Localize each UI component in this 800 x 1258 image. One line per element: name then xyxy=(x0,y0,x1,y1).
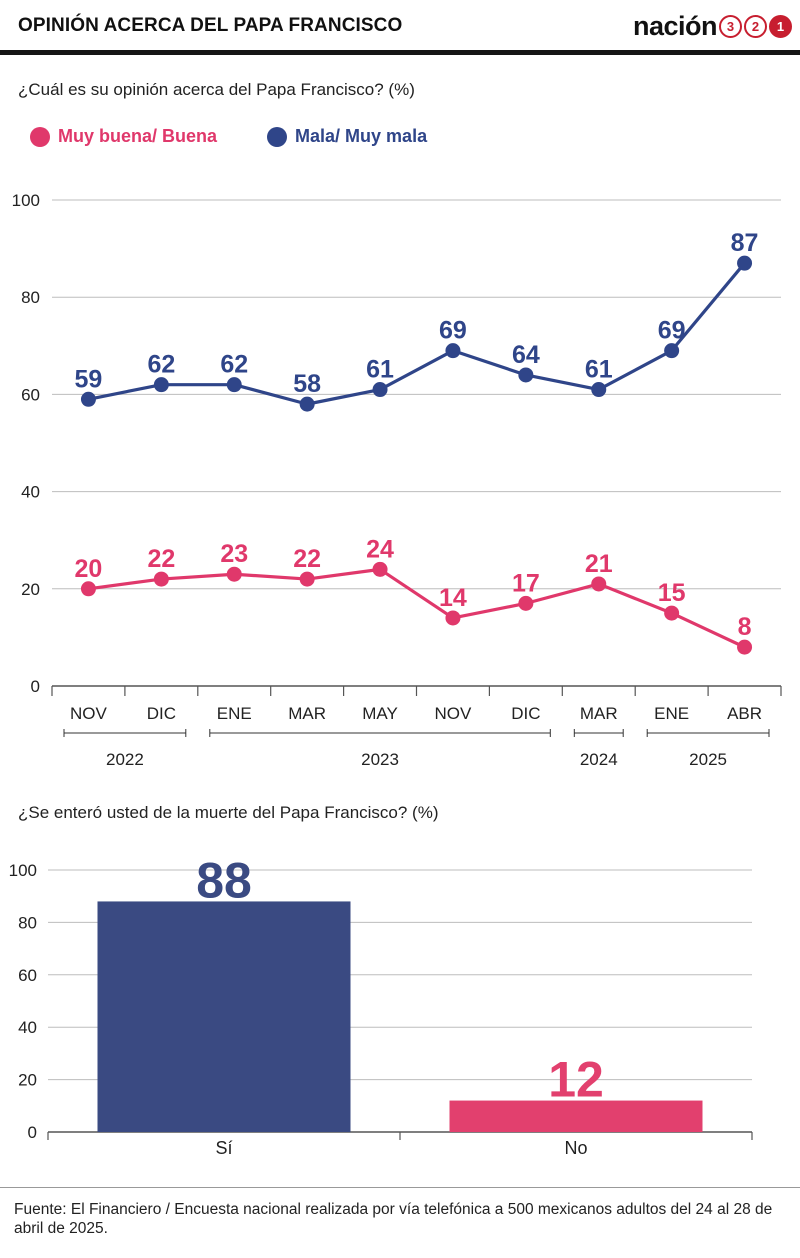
data-point xyxy=(226,377,242,393)
logo-digit-3: 3 xyxy=(719,14,742,38)
legend-label-positive: Muy buena/ Buena xyxy=(58,126,218,146)
data-point xyxy=(299,571,315,587)
legend-item-positive: Muy buena/ Buena xyxy=(30,126,217,147)
data-point xyxy=(226,566,242,582)
line-chart-question: ¿Cuál es su opinión acerca del Papa Fran… xyxy=(18,80,415,99)
data-point xyxy=(80,391,96,407)
y-tick-label: 20 xyxy=(18,1071,37,1090)
y-tick-label: 0 xyxy=(31,677,40,696)
bar-chart: 0 20 40 60 80 100 88 Sí 12 No xyxy=(9,852,753,1158)
data-label: 62 xyxy=(220,351,248,379)
x-tick-label: MAR xyxy=(580,704,618,723)
x-tick-label: DIC xyxy=(511,704,540,723)
data-point xyxy=(664,605,680,621)
data-point xyxy=(372,382,388,398)
year-label: 2024 xyxy=(580,750,618,769)
x-tick-label: ABR xyxy=(727,704,762,723)
series-line-positive xyxy=(88,567,746,649)
header-divider xyxy=(0,50,800,55)
line-chart: 0 20 40 60 80 100 NOV DIC ENE MAR MAY NOV DIC MAR ENE A… xyxy=(12,191,782,769)
x-tick-label: DIC xyxy=(147,704,176,723)
data-label: 14 xyxy=(439,584,467,612)
data-point xyxy=(737,639,753,655)
data-label: 59 xyxy=(75,365,103,393)
data-point xyxy=(372,561,388,577)
x-tick-label: MAR xyxy=(288,704,326,723)
data-label: 62 xyxy=(147,351,175,379)
legend-label-negative: Mala/ Muy mala xyxy=(295,126,428,146)
y-tick-label: 100 xyxy=(12,191,40,210)
y-tick-label: 60 xyxy=(21,385,40,404)
data-label: 64 xyxy=(512,341,540,369)
y-tick-label: 0 xyxy=(28,1123,37,1142)
data-point xyxy=(737,255,753,271)
y-tick-label: 100 xyxy=(9,861,37,880)
legend-item-negative: Mala/ Muy mala xyxy=(267,126,427,147)
x-tick-label: NOV xyxy=(435,704,473,723)
y-tick-label: 80 xyxy=(18,913,37,932)
data-label: 8 xyxy=(738,613,752,641)
page-title: OPINIÓN ACERCA DEL PAPA FRANCISCO xyxy=(18,15,403,36)
data-label: 24 xyxy=(366,535,394,563)
source-divider xyxy=(0,1187,800,1188)
bar-value-label: 12 xyxy=(548,1052,604,1108)
logo-digit-1: 1 xyxy=(769,14,792,38)
data-point xyxy=(591,382,607,398)
year-label: 2022 xyxy=(106,750,144,769)
bar-value-label: 88 xyxy=(196,852,252,908)
logo-digit-2: 2 xyxy=(744,14,767,38)
data-point xyxy=(591,576,607,592)
data-label: 23 xyxy=(220,540,248,568)
data-label: 15 xyxy=(658,579,686,607)
data-point xyxy=(153,571,169,587)
header: OPINIÓN ACERCA DEL PAPA FRANCISCO nación… xyxy=(0,0,800,52)
data-point xyxy=(445,610,461,626)
data-label: 21 xyxy=(585,550,613,578)
bar xyxy=(449,1100,703,1132)
data-point xyxy=(153,377,169,393)
data-point xyxy=(299,396,315,412)
year-label: 2025 xyxy=(689,750,727,769)
x-tick-label: No xyxy=(564,1138,587,1158)
logo-wordmark: nación xyxy=(632,10,718,41)
data-label: 22 xyxy=(293,545,321,573)
data-label: 61 xyxy=(366,356,394,384)
data-point xyxy=(445,343,461,359)
legend-swatch-negative xyxy=(267,126,288,147)
y-tick-label: 40 xyxy=(18,1018,37,1037)
data-label: 20 xyxy=(75,555,103,583)
brand-logo: nación 3 2 1 xyxy=(633,8,792,44)
data-label: 22 xyxy=(147,545,175,573)
x-tick-label: NOV xyxy=(70,704,108,723)
data-label: 69 xyxy=(658,317,686,345)
year-label: 2023 xyxy=(361,750,399,769)
y-tick-label: 40 xyxy=(21,483,40,502)
data-label: 58 xyxy=(293,370,321,398)
y-tick-label: 60 xyxy=(18,966,37,985)
data-label: 17 xyxy=(512,569,540,597)
series-line-negative xyxy=(88,262,746,406)
x-tick-label: MAY xyxy=(362,704,398,723)
x-tick-label: ENE xyxy=(217,704,252,723)
y-tick-label: 20 xyxy=(21,580,40,599)
data-point xyxy=(80,581,96,597)
line-chart-legend: Muy buena/ Buena Mala/ Muy mala xyxy=(30,126,477,147)
x-tick-label: Sí xyxy=(215,1138,232,1158)
legend-swatch-positive xyxy=(30,126,50,147)
x-tick-label: ENE xyxy=(654,704,689,723)
data-point xyxy=(518,595,534,611)
data-point xyxy=(518,367,534,383)
data-point xyxy=(664,343,680,359)
data-label: 69 xyxy=(439,317,467,345)
y-tick-label: 80 xyxy=(21,288,40,307)
data-label: 87 xyxy=(731,229,759,257)
bar xyxy=(97,901,351,1132)
source-note: Fuente: El Financiero / Encuesta naciona… xyxy=(14,1201,773,1237)
bar-chart-question: ¿Se enteró usted de la muerte del Papa F… xyxy=(18,803,439,822)
data-label: 61 xyxy=(585,356,613,384)
